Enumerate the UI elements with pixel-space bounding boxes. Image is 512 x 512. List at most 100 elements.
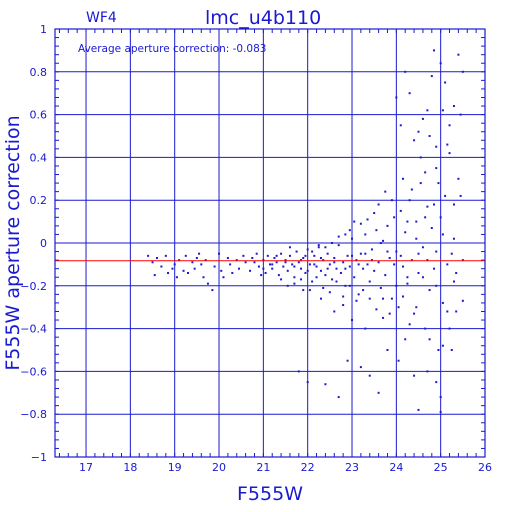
data-point [200,263,203,266]
data-point [457,53,460,56]
data-point [353,220,356,223]
data-point [386,224,389,227]
data-point [368,297,371,300]
data-point [257,265,260,268]
data-point [404,231,407,234]
data-point [218,252,221,255]
data-point [235,259,238,262]
data-point [408,92,411,95]
chart-title: lmc_u4b110 [205,7,321,29]
data-point [342,261,345,264]
data-point [415,220,418,223]
data-point [428,338,431,341]
data-point [204,259,207,262]
data-point [324,246,327,249]
data-point [408,199,411,202]
data-point [359,366,362,369]
data-point [191,261,194,264]
data-point [242,254,245,257]
data-point [273,256,276,259]
data-point [370,259,373,262]
y-tick-label: 0.6 [30,109,48,122]
data-point [375,308,378,311]
data-point [295,250,298,253]
data-point [333,256,336,259]
data-point [448,327,451,330]
data-point [331,242,334,244]
data-point [342,304,345,307]
data-point [186,271,189,274]
data-point [346,359,349,362]
data-point [173,263,176,266]
data-point [435,145,438,148]
data-point [419,182,422,185]
data-point [435,381,438,384]
data-point [366,263,369,266]
y-tick-label: 0.2 [30,194,48,207]
data-point [306,269,309,272]
data-point [455,271,458,274]
data-point [351,319,354,322]
data-point [244,261,247,264]
data-point [452,280,455,283]
y-axis-label: F555W aperture correction [2,115,24,370]
data-point [319,256,322,259]
data-point [410,188,413,191]
data-point [461,259,464,262]
data-point [382,239,385,242]
data-point [280,278,283,281]
y-tick-label: −0.8 [20,408,47,421]
data-point [353,276,356,279]
x-tick-label: 25 [434,461,448,474]
data-point [344,233,347,236]
data-point [459,194,462,197]
data-point [430,75,433,78]
data-point [164,254,167,257]
data-point [450,252,453,255]
data-point [364,327,367,330]
data-point [331,278,334,281]
y-tick-label: 1 [40,23,47,36]
data-point [399,254,402,257]
data-point [364,233,367,236]
data-point [231,271,234,274]
data-point [337,235,340,238]
data-point [441,109,444,112]
data-point [441,344,444,347]
data-point [399,124,402,127]
x-tick-label: 21 [256,461,270,474]
data-point [206,282,209,285]
y-tick-label: −1 [31,451,47,464]
data-point [333,310,336,313]
y-tick-label: 0.4 [30,151,48,164]
data-point [388,312,391,315]
data-point [317,246,320,249]
data-point [269,263,271,266]
data-point [408,323,411,326]
data-point [390,199,393,202]
data-point [262,267,265,270]
data-point [339,271,342,274]
data-point [333,261,336,264]
data-point [437,349,440,351]
data-point [433,203,436,206]
data-point [406,276,409,279]
data-point [171,267,174,270]
data-point [417,252,420,255]
data-point [211,289,214,292]
x-tick-label: 26 [478,461,492,474]
data-point [355,259,358,262]
data-point [439,216,442,219]
data-point [404,338,407,341]
data-point [459,113,462,116]
data-point [147,254,150,257]
data-point [304,271,307,274]
data-point [311,250,314,253]
data-point [300,267,303,270]
data-point [379,242,382,244]
data-point [326,252,329,255]
x-tick-label: 18 [123,461,137,474]
data-point [344,267,347,270]
y-tick-label: −0.4 [20,323,47,336]
data-point [417,130,420,133]
